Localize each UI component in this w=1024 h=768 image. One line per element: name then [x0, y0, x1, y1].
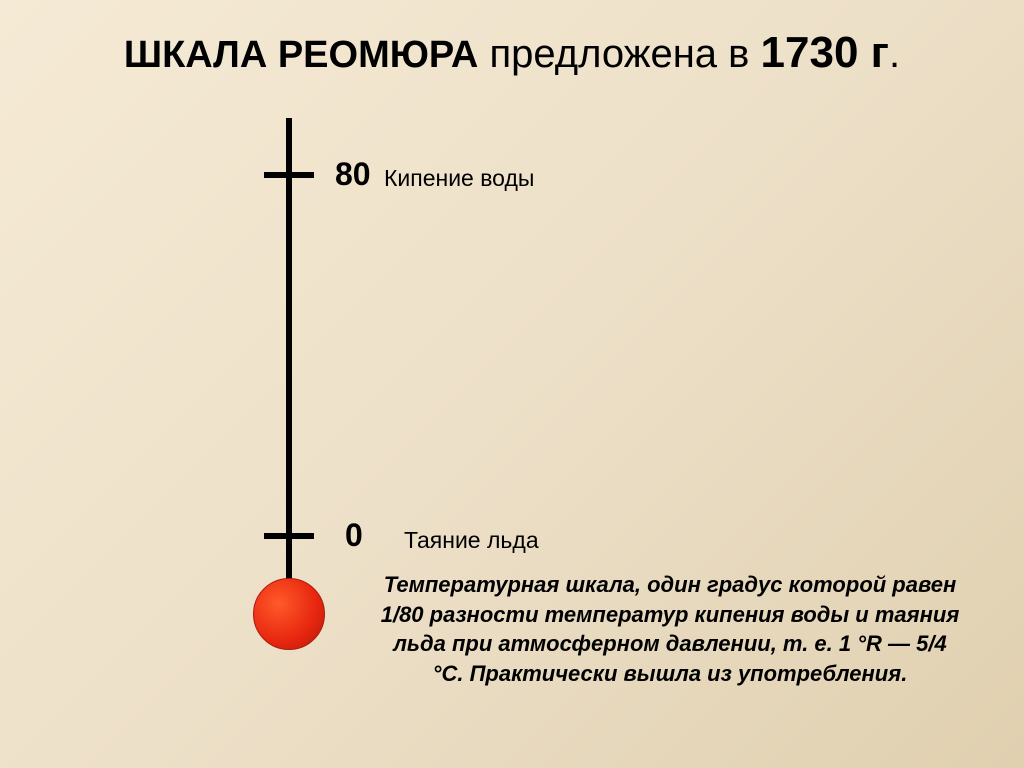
tick-label: Кипение воды: [384, 165, 534, 192]
tick-label: Таяние льда: [404, 527, 539, 554]
thermometer-bulb: [253, 578, 325, 650]
description-text: Температурная шкала, один градус которой…: [380, 570, 960, 689]
slide-title: ШКАЛА РЕОМЮРА предложена в 1730 г.: [0, 28, 1024, 78]
tick-value: 80: [335, 156, 371, 193]
thermometer-stem: [286, 118, 292, 590]
thermometer-tick: [264, 172, 314, 178]
title-rest: предложена в: [478, 32, 760, 76]
thermometer-tick: [264, 533, 314, 539]
title-year: 1730 г: [761, 28, 889, 77]
title-period: .: [889, 32, 900, 76]
title-scale-name: ШКАЛА РЕОМЮРА: [124, 34, 479, 76]
tick-value: 0: [345, 517, 363, 554]
